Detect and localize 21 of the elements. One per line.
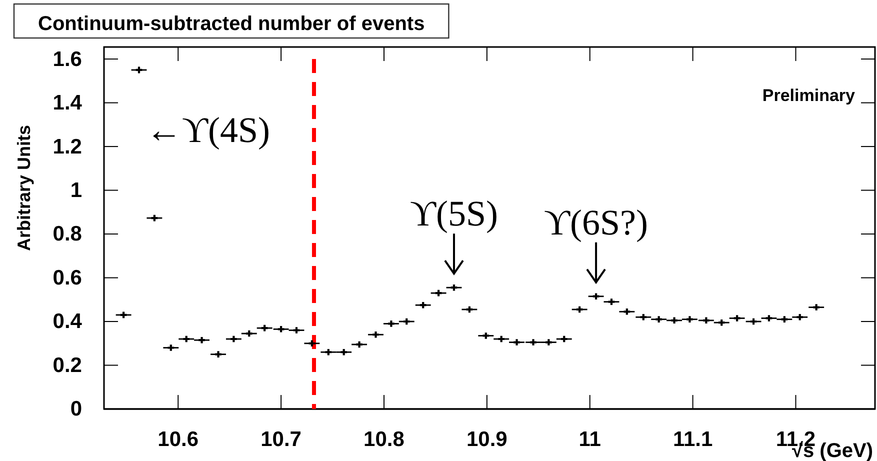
y-tick-label: 1.4 bbox=[52, 91, 82, 114]
chart-title: Continuum-subtracted number of events bbox=[38, 13, 425, 35]
annotation: ϒ(6S?) bbox=[544, 202, 648, 242]
annotation: Preliminary bbox=[762, 86, 856, 105]
y-tick-label: 0.6 bbox=[52, 266, 82, 290]
x-tick-label: 10.8 bbox=[364, 428, 405, 451]
x-tick-label: 10.9 bbox=[466, 428, 508, 451]
y-tick-label: 0 bbox=[70, 398, 82, 421]
y-tick-label: 0.2 bbox=[52, 354, 82, 377]
x-tick-label: 11 bbox=[578, 428, 602, 451]
x-tick-label: 11.1 bbox=[672, 428, 713, 451]
y-tick-label: 1 bbox=[70, 178, 82, 202]
x-tick-label: 10.7 bbox=[260, 428, 302, 451]
y-tick-label: 1.6 bbox=[52, 48, 82, 71]
y-tick-label: 1.2 bbox=[52, 135, 82, 158]
annotation: ϒ(5S) bbox=[410, 194, 498, 234]
y-tick-label: 0.8 bbox=[52, 222, 82, 246]
y-tick-label: 0.4 bbox=[52, 310, 82, 334]
y-axis-title: Arbitrary Units bbox=[14, 124, 34, 252]
annotation: ←ϒ(4S) bbox=[146, 110, 270, 150]
x-tick-label: 10.6 bbox=[158, 428, 199, 451]
